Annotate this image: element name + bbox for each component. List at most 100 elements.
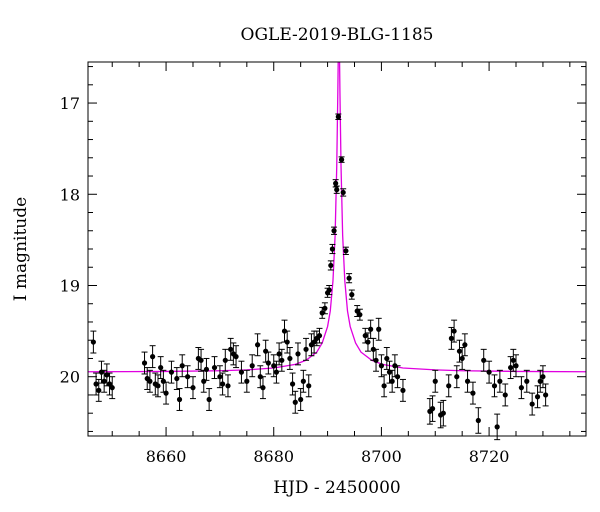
y-tick-label: 17 (60, 94, 80, 113)
data-marker (260, 385, 266, 391)
data-point (149, 345, 156, 369)
data-point (332, 179, 339, 188)
data-point (534, 385, 541, 409)
data-point (507, 356, 514, 380)
data-marker (400, 387, 406, 393)
data-point (486, 360, 493, 384)
data-marker (249, 363, 255, 369)
data-marker (329, 246, 336, 252)
data-point (198, 348, 205, 372)
data-point (189, 376, 196, 400)
data-marker (176, 396, 183, 403)
data-point (437, 401, 444, 429)
y-tick-label: 18 (60, 185, 80, 204)
data-marker (365, 339, 371, 345)
data-marker (346, 275, 352, 281)
data-point (523, 369, 530, 393)
data-point (109, 376, 116, 400)
data-point (219, 372, 226, 396)
data-point (286, 347, 293, 370)
data-marker (508, 364, 514, 371)
data-point (294, 342, 301, 366)
data-marker (185, 374, 191, 380)
data-marker (540, 374, 546, 380)
y-axis-label: I magnitude (11, 197, 31, 301)
data-marker (502, 392, 508, 398)
data-marker (198, 357, 204, 363)
data-marker (319, 310, 325, 316)
data-marker (150, 354, 156, 360)
data-point (362, 327, 369, 344)
data-point (459, 347, 466, 370)
data-point (373, 348, 380, 372)
data-point (254, 333, 261, 357)
data-marker (163, 390, 169, 396)
data-point (200, 369, 207, 393)
data-marker (543, 392, 549, 398)
data-marker (295, 351, 301, 357)
data-marker (459, 355, 465, 362)
model-curve-layer (88, 62, 586, 373)
data-marker (335, 114, 341, 120)
data-marker (225, 383, 231, 389)
data-marker (106, 381, 113, 387)
data-marker (203, 366, 210, 373)
data-point (346, 273, 353, 284)
data-marker (265, 360, 271, 366)
data-marker (303, 346, 309, 352)
data-point (327, 260, 334, 271)
data-point (206, 388, 213, 411)
data-marker (160, 378, 166, 384)
data-point (537, 369, 544, 393)
data-point (331, 226, 338, 235)
data-marker (510, 357, 516, 363)
data-marker (244, 378, 250, 384)
data-point (394, 365, 401, 389)
x-tick-label: 8680 (253, 447, 294, 466)
data-point (262, 339, 269, 363)
data-point (399, 378, 406, 402)
data-point (510, 348, 517, 372)
data-marker (211, 364, 218, 371)
data-marker (386, 369, 393, 375)
chart-title: OGLE-2019-BLG-1185 (241, 25, 434, 45)
data-marker (368, 326, 374, 332)
data-marker (373, 357, 379, 363)
data-point (440, 399, 447, 427)
data-marker (340, 189, 346, 196)
data-point (381, 374, 388, 398)
data-marker (513, 363, 519, 369)
data-point (141, 351, 148, 375)
data-marker (537, 378, 543, 384)
data-point (494, 413, 501, 441)
data-marker (338, 157, 345, 163)
data-marker (475, 417, 481, 424)
data-point (502, 383, 509, 407)
x-tick-label: 8700 (361, 447, 402, 466)
data-point (335, 113, 342, 120)
data-point (259, 376, 266, 400)
data-point (356, 308, 363, 321)
data-point (233, 345, 240, 369)
data-marker (109, 385, 115, 391)
data-marker (101, 378, 107, 384)
data-point (453, 365, 460, 389)
data-point (311, 330, 318, 354)
data-point (163, 381, 170, 405)
data-point (98, 360, 105, 384)
data-marker (486, 369, 492, 375)
data-marker (271, 363, 277, 369)
data-point (348, 289, 355, 300)
data-marker (534, 394, 541, 400)
data-marker (354, 308, 360, 314)
data-marker (448, 335, 455, 341)
data-point (289, 372, 296, 396)
data-marker (292, 399, 298, 405)
data-point (203, 357, 210, 381)
y-tick-label: 19 (60, 276, 80, 295)
data-point (222, 348, 229, 372)
data-point (243, 369, 250, 393)
data-point (284, 330, 291, 354)
data-point (464, 369, 471, 393)
data-marker (331, 228, 337, 234)
